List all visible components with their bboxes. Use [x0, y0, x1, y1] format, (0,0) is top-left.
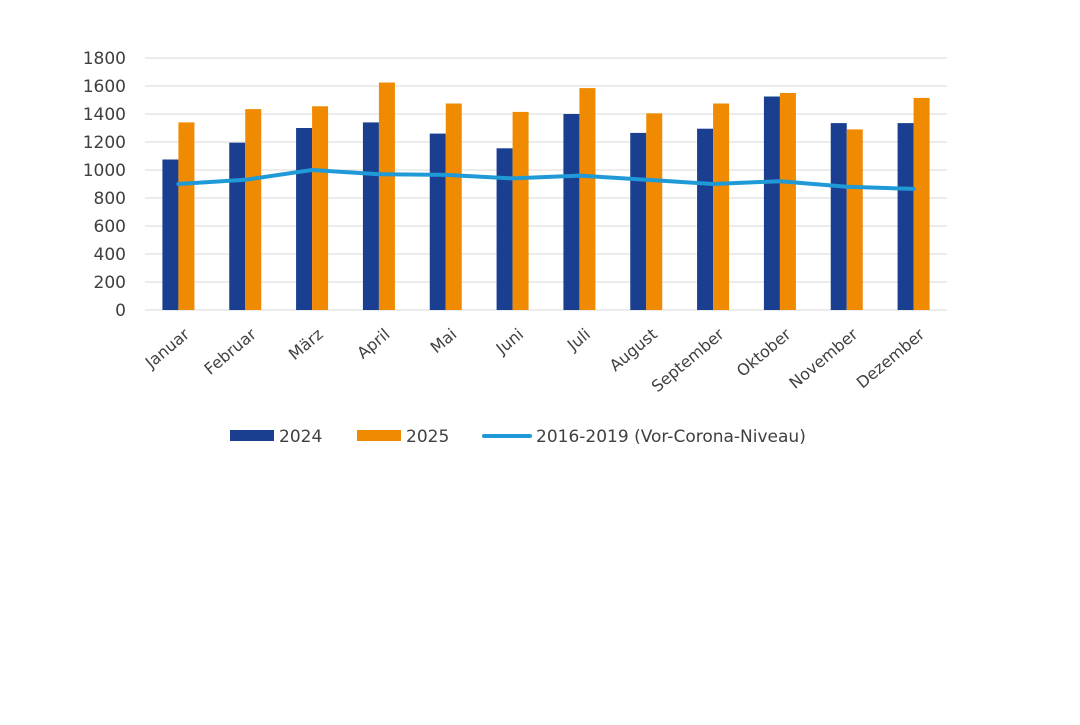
bar-2025-September	[713, 104, 729, 311]
x-category-label: Mai	[427, 325, 461, 358]
x-category-label: März	[285, 325, 327, 364]
y-tick-label: 800	[94, 189, 126, 209]
legend: 2024 2025 2016-2019 (Vor-Corona-Niveau)	[230, 427, 806, 447]
bar-2025-April	[379, 83, 395, 311]
bar-2024-März	[296, 128, 312, 310]
x-category-label: Januar	[141, 324, 194, 372]
y-tick-label: 1400	[83, 105, 126, 125]
legend-item: 2024	[230, 427, 322, 447]
bar-2024-Februar	[229, 143, 245, 310]
line-layer	[178, 170, 913, 189]
x-category-label: September	[648, 324, 728, 396]
bar-layer	[162, 83, 929, 311]
bar-2024-Juni	[497, 148, 513, 310]
x-category-label: Juni	[492, 325, 528, 359]
legend-swatch	[357, 430, 401, 441]
x-category-label: August	[606, 325, 661, 376]
y-tick-label: 400	[94, 245, 126, 265]
legend-label: 2025	[406, 427, 449, 447]
bar-2024-Dezember	[898, 123, 914, 310]
y-tick-label: 1600	[83, 77, 126, 97]
bar-2025-Juli	[579, 88, 595, 310]
y-tick-label: 200	[94, 273, 126, 293]
y-tick-label: 1800	[83, 49, 126, 69]
y-tick-label: 600	[94, 217, 126, 237]
y-tick-label: 0	[115, 301, 126, 321]
bar-2024-August	[630, 133, 646, 310]
bar-2024-Oktober	[764, 97, 780, 311]
bar-2024-Juli	[563, 114, 579, 310]
bar-2024-September	[697, 129, 713, 310]
x-category-label: Februar	[201, 324, 261, 378]
bar-2024-November	[831, 123, 847, 310]
bar-2025-Januar	[178, 122, 194, 310]
legend-item: 2025	[357, 427, 449, 447]
legend-label: 2016-2019 (Vor-Corona-Niveau)	[536, 427, 806, 447]
legend-item: 2016-2019 (Vor-Corona-Niveau)	[484, 427, 806, 447]
series-line	[178, 170, 913, 189]
bar-2025-Oktober	[780, 93, 796, 310]
x-category-label: November	[785, 324, 861, 392]
bar-2025-März	[312, 106, 328, 310]
bar-2025-Juni	[513, 112, 529, 310]
y-tick-label: 1200	[83, 133, 126, 153]
bar-2024-Januar	[162, 160, 178, 311]
bar-2025-Februar	[245, 109, 261, 310]
bar-2025-Mai	[446, 104, 462, 311]
x-category-label: April	[353, 325, 393, 363]
bar-2025-November	[847, 129, 863, 310]
bar-2025-Dezember	[914, 98, 930, 310]
x-category-label: Juli	[563, 325, 594, 355]
x-category-label: Dezember	[853, 324, 929, 392]
bar-2024-April	[363, 122, 379, 310]
legend-label: 2024	[279, 427, 322, 447]
bar-2025-August	[646, 113, 662, 310]
y-axis-ticks: 0 200 400 600 800 1000 1200 1400 1600 1800	[83, 49, 126, 321]
legend-swatch	[230, 430, 274, 441]
y-tick-label: 1000	[83, 161, 126, 181]
x-category-label: Oktober	[733, 324, 795, 380]
bar-2024-Mai	[430, 134, 446, 310]
